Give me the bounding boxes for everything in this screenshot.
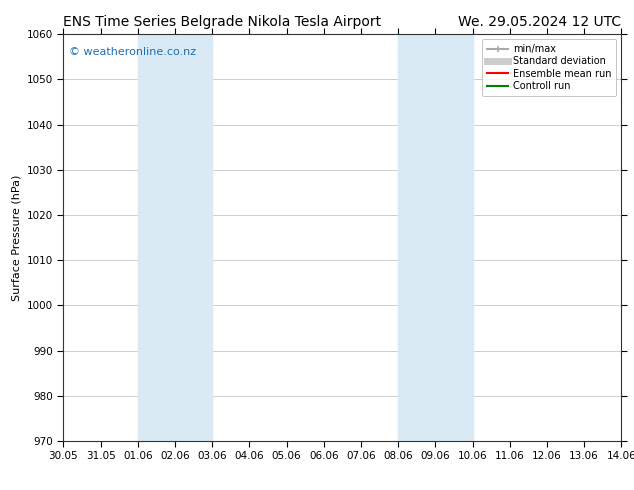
Text: ENS Time Series Belgrade Nikola Tesla Airport: ENS Time Series Belgrade Nikola Tesla Ai…	[63, 15, 382, 29]
Bar	[138, 34, 212, 441]
Bar	[398, 34, 472, 441]
Text: We. 29.05.2024 12 UTC: We. 29.05.2024 12 UTC	[458, 15, 621, 29]
Text: © weatheronline.co.nz: © weatheronline.co.nz	[69, 47, 196, 56]
Y-axis label: Surface Pressure (hPa): Surface Pressure (hPa)	[11, 174, 21, 301]
Legend: min/max, Standard deviation, Ensemble mean run, Controll run: min/max, Standard deviation, Ensemble me…	[482, 39, 616, 96]
